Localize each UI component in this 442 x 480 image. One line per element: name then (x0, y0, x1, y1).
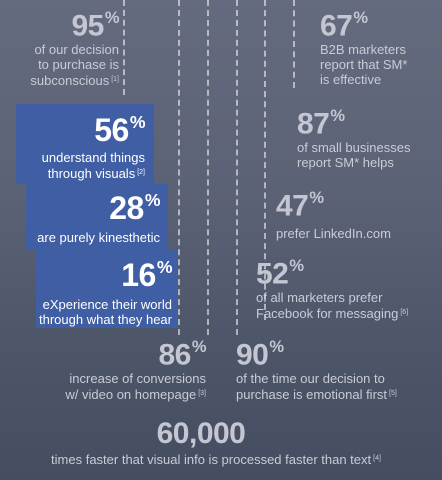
dashed-line-7 (293, 0, 295, 88)
stat-87: 87% of small businesses report SM* helps (297, 107, 437, 170)
stat-line: through what they hear (39, 312, 172, 328)
stat-line: to purchase is (38, 56, 119, 72)
stat-number: 56% (94, 112, 145, 149)
stat-number: 16% (121, 257, 172, 294)
stat-line: w/ video on homepage [3] (65, 386, 206, 402)
stat-line: understand things (41, 150, 145, 166)
stat-number: 28% (109, 190, 160, 227)
dashed-line-1 (123, 0, 125, 95)
stat-line: of the time our decision to (236, 370, 385, 386)
stat-number: 60,000 (156, 417, 246, 450)
stat-line: purchase is emotional first [5] (236, 386, 397, 402)
stat-number: 87% (297, 107, 345, 141)
stat-line: Facebook for messaging [6] (256, 305, 409, 321)
stat-number: 67% (320, 9, 368, 43)
stat-line: is effective (320, 71, 382, 87)
stat-86: 86% increase of conversions w/ video on … (26, 338, 206, 402)
stat-line: report that SM* (320, 56, 408, 72)
stat-number: 52% (256, 257, 304, 291)
stat-line: report SM* helps (297, 154, 394, 170)
dashed-line-4 (207, 0, 209, 335)
dashed-line-6 (264, 0, 266, 320)
dashed-line-3 (178, 0, 180, 335)
stat-47: 47% prefer LinkedIn.com (276, 189, 426, 241)
stat-56-box: 56% understand things through visuals [2] (16, 104, 154, 184)
stat-52: 52% of all marketers prefer Facebook for… (256, 257, 436, 321)
stat-16-box: 16% eXperience their world through what … (36, 250, 178, 328)
stat-line: subconscious [1] (30, 72, 119, 88)
stat-line: prefer LinkedIn.com (276, 225, 391, 241)
dashed-line-5 (236, 0, 238, 335)
stat-line: of small businesses (297, 139, 411, 155)
stat-line: B2B marketers (320, 41, 406, 57)
stat-line: eXperience their world (42, 297, 172, 313)
stat-number: 95% (71, 9, 119, 43)
stat-67: 67% B2B marketers report that SM* is eff… (320, 9, 440, 87)
stat-number: 86% (158, 338, 206, 372)
stat-line: are purely kinesthetic (37, 230, 160, 246)
stat-90: 90% of the time our decision to purchase… (236, 338, 441, 402)
stat-60000: 60,000 times faster that visual info is … (0, 418, 442, 467)
stat-number: 47% (276, 189, 324, 223)
stat-line: of our decision (34, 41, 119, 57)
stat-line: of all marketers prefer (256, 289, 383, 305)
stat-number: 90% (236, 338, 284, 372)
stat-line: increase of conversions (69, 370, 206, 386)
stat-95: 95% of our decision to purchase is subco… (0, 9, 119, 88)
stat-line: times faster that visual info is process… (51, 451, 381, 467)
stat-28-box: 28% are purely kinesthetic (26, 184, 168, 250)
stat-line: through visuals [2] (47, 166, 145, 182)
